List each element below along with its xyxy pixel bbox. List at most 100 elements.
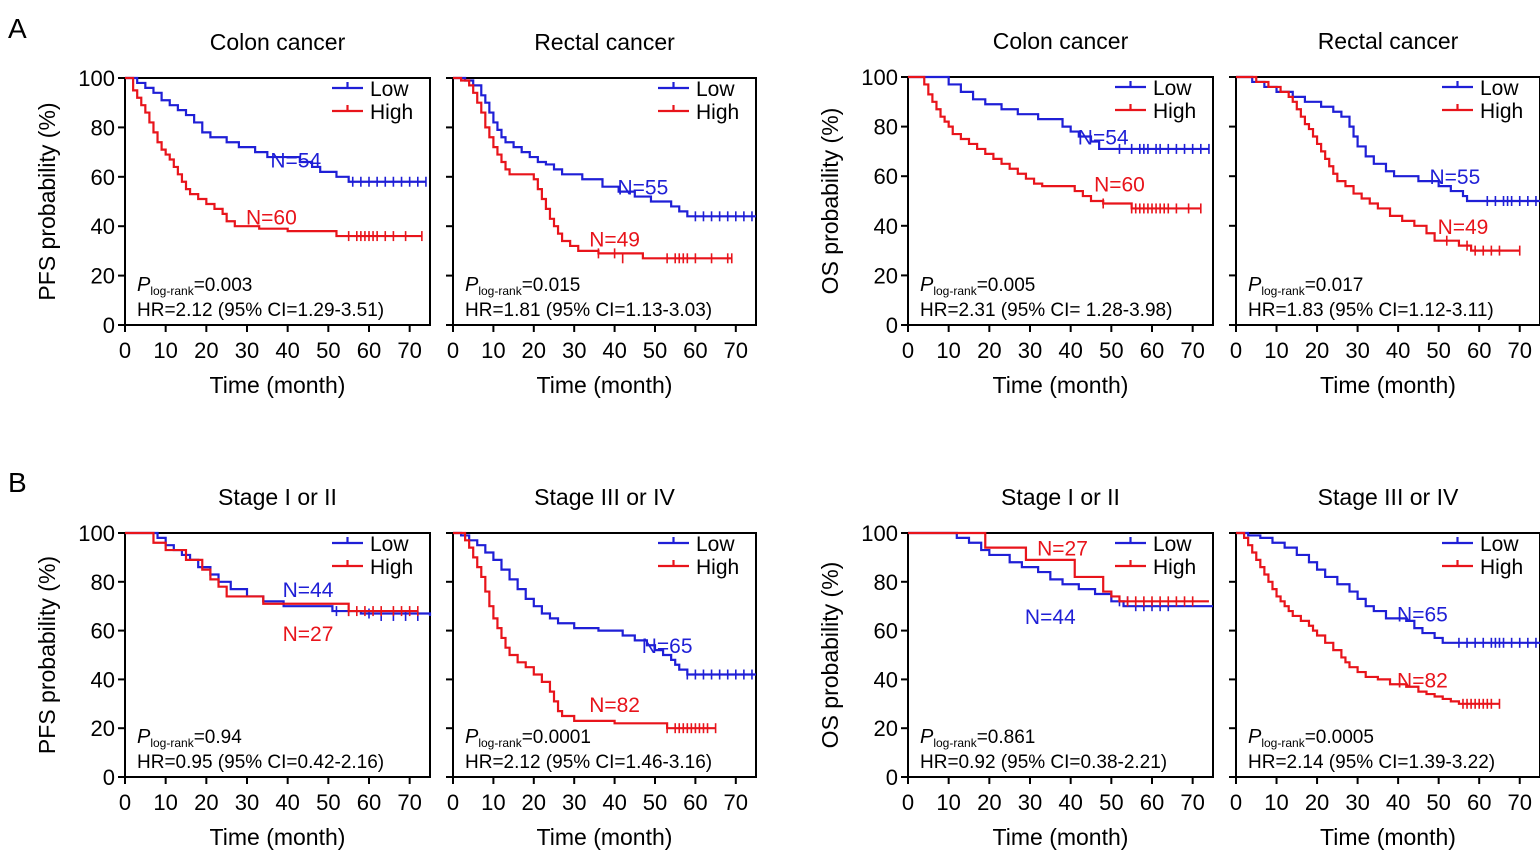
legend-label: High — [696, 556, 739, 579]
km-curve-low — [453, 531, 756, 676]
stat-p-value: Plog-rank=0.861 — [920, 726, 1035, 750]
y-tick-label: 80 — [91, 570, 115, 595]
x-tick-label: 0 — [1230, 338, 1242, 363]
x-tick-label: 0 — [902, 790, 914, 815]
stat-hazard-ratio: HR=0.92 (95% CI=0.38-2.21) — [920, 752, 1167, 773]
x-tick-label: 40 — [1386, 790, 1410, 815]
x-tick-label: 30 — [1345, 338, 1369, 363]
stat-hazard-ratio: HR=2.12 (95% CI=1.29-3.51) — [137, 300, 384, 321]
n-label-high: N=60 — [246, 206, 297, 229]
y-tick-label: 100 — [78, 521, 115, 546]
legend-label: High — [370, 556, 413, 579]
x-tick-label: 30 — [562, 338, 586, 363]
plot-frame — [1235, 76, 1540, 326]
x-tick-label: 30 — [1345, 790, 1369, 815]
n-label-low: N=65 — [642, 635, 693, 658]
n-label-low: N=44 — [283, 579, 334, 602]
km-curve-high — [1236, 75, 1520, 252]
stat-hazard-ratio: HR=2.12 (95% CI=1.46-3.16) — [465, 752, 712, 773]
x-tick-label: 50 — [1099, 790, 1123, 815]
n-label-high: N=49 — [589, 229, 640, 252]
x-tick-label: 10 — [481, 790, 505, 815]
x-tick-label: 40 — [602, 790, 626, 815]
km-panel-5: 0 20 40 60 80 100 0 10 20 30 40 50 60 70 Stage I or II… — [34, 484, 432, 850]
x-tick-label: 10 — [481, 338, 505, 363]
y-tick-label: 100 — [861, 65, 898, 90]
panel-title: Colon cancer — [993, 28, 1129, 54]
x-axis-label: Time (month) — [993, 824, 1129, 850]
x-tick-label: 40 — [1386, 338, 1410, 363]
n-label-low: N=65 — [1397, 604, 1448, 627]
km-curve-high — [125, 531, 418, 613]
y-axis-label: PFS probability (%) — [34, 102, 60, 300]
y-tick-label: 20 — [91, 716, 115, 741]
x-axis-label: Time (month) — [1320, 372, 1456, 398]
x-tick-label: 0 — [902, 338, 914, 363]
n-label-high: N=60 — [1094, 174, 1145, 197]
y-tick-label: 0 — [103, 313, 115, 338]
y-tick-label: 60 — [91, 165, 115, 190]
x-tick-label: 60 — [1467, 790, 1491, 815]
x-tick-label: 70 — [1180, 338, 1204, 363]
km-curve-high — [453, 76, 732, 260]
stat-p-value: Plog-rank=0.005 — [920, 274, 1035, 298]
x-tick-label: 20 — [1305, 338, 1329, 363]
stat-p-value: Plog-rank=0.017 — [1248, 274, 1363, 298]
x-tick-label: 40 — [1058, 790, 1082, 815]
x-tick-label: 10 — [153, 790, 177, 815]
n-label-low: N=55 — [617, 177, 668, 200]
legend-label: High — [696, 101, 739, 124]
legend-label: Low — [1480, 77, 1519, 100]
y-tick-label: 0 — [886, 765, 898, 790]
x-axis-label: Time (month) — [993, 372, 1129, 398]
x-tick-label: 60 — [1140, 338, 1164, 363]
km-curve-high — [453, 531, 716, 730]
x-tick-label: 20 — [522, 338, 546, 363]
stat-p-value: Plog-rank=0.94 — [137, 726, 242, 750]
y-tick-label: 40 — [874, 214, 898, 239]
legend-label: Low — [1153, 533, 1192, 556]
panel-title: Rectal cancer — [534, 29, 675, 55]
x-tick-label: 30 — [235, 790, 259, 815]
n-label-high: N=49 — [1438, 216, 1489, 239]
plot-frame — [452, 77, 757, 326]
stat-hazard-ratio: HR=2.31 (95% CI= 1.28-3.98) — [920, 300, 1172, 321]
y-tick-label: 40 — [91, 214, 115, 239]
panel-title: Stage I or II — [218, 484, 337, 510]
x-tick-label: 20 — [977, 338, 1001, 363]
n-label-high: N=82 — [589, 694, 640, 717]
x-tick-label: 70 — [1507, 790, 1531, 815]
legend-label: Low — [1153, 77, 1192, 100]
x-tick-label: 0 — [1230, 790, 1242, 815]
x-tick-label: 0 — [119, 338, 131, 363]
x-tick-label: 30 — [562, 790, 586, 815]
plot-frame — [124, 532, 431, 778]
x-axis-label: Time (month) — [210, 372, 346, 398]
stat-p-value: Plog-rank=0.0001 — [465, 726, 591, 750]
y-tick-label: 100 — [78, 66, 115, 91]
x-tick-label: 70 — [1507, 338, 1531, 363]
plot-frame — [452, 532, 757, 778]
x-tick-label: 70 — [397, 790, 421, 815]
x-tick-label: 60 — [1140, 790, 1164, 815]
x-tick-label: 70 — [1180, 790, 1204, 815]
x-tick-label: 30 — [235, 338, 259, 363]
x-tick-label: 50 — [643, 790, 667, 815]
panel-title: Stage III or IV — [534, 484, 675, 510]
x-tick-label: 20 — [1305, 790, 1329, 815]
panel-label-b: B — [8, 467, 27, 498]
stat-p-value: Plog-rank=0.015 — [465, 274, 580, 298]
legend-label: High — [1480, 100, 1523, 123]
y-tick-label: 40 — [874, 667, 898, 692]
stat-hazard-ratio: HR=0.95 (95% CI=0.42-2.16) — [137, 752, 384, 773]
x-tick-label: 20 — [977, 790, 1001, 815]
y-axis-label: OS probability (%) — [817, 108, 843, 295]
y-tick-label: 20 — [874, 716, 898, 741]
y-tick-label: 80 — [91, 115, 115, 140]
km-curve-high — [908, 531, 1209, 603]
plot-frame — [1235, 532, 1540, 778]
panel-title: Rectal cancer — [1318, 28, 1459, 54]
km-panel-7: 0 20 40 60 80 100 0 10 20 30 40 50 60 70 Stage I or II… — [817, 484, 1214, 850]
x-tick-label: 20 — [522, 790, 546, 815]
